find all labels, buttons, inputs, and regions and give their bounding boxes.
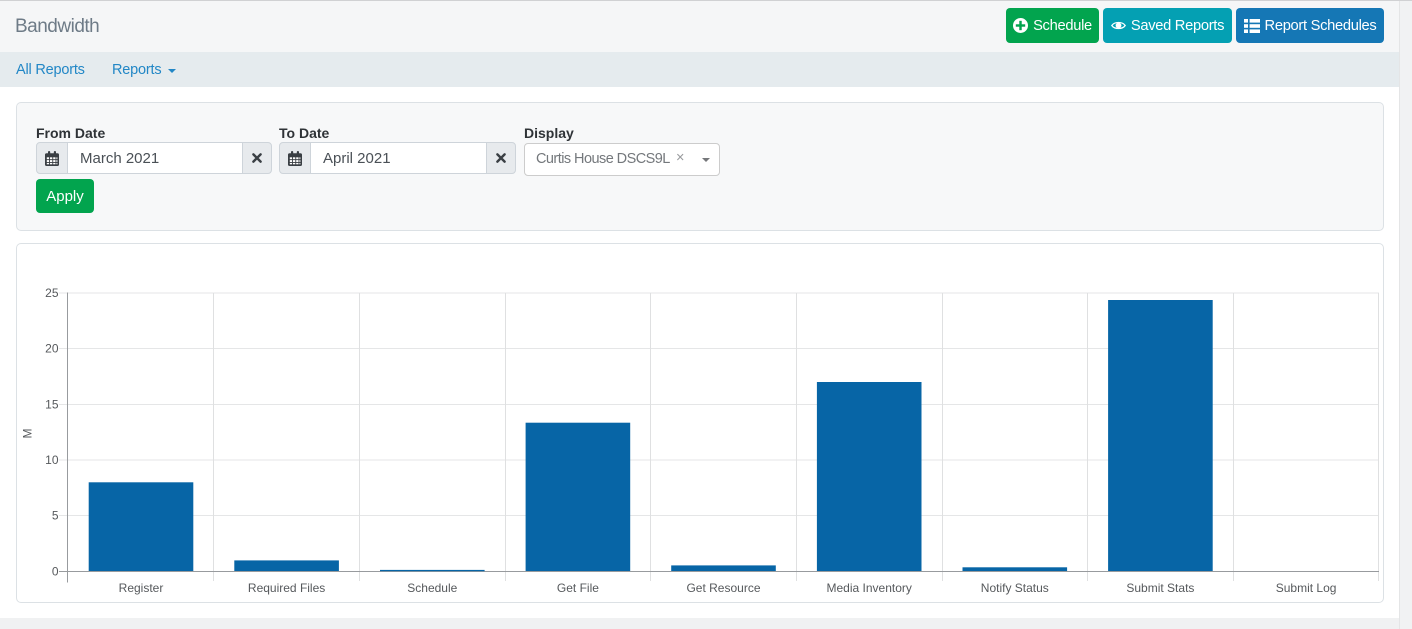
svg-text:Required Files: Required Files <box>248 581 325 595</box>
svg-text:20: 20 <box>45 342 59 356</box>
svg-text:0: 0 <box>52 565 59 579</box>
svg-text:Submit Log: Submit Log <box>1276 581 1337 595</box>
svg-text:10: 10 <box>45 453 59 467</box>
svg-text:Schedule: Schedule <box>407 581 457 595</box>
svg-text:5: 5 <box>52 509 59 523</box>
svg-text:M: M <box>21 429 35 439</box>
svg-text:15: 15 <box>45 398 59 412</box>
svg-text:Register: Register <box>119 581 164 595</box>
svg-text:Get File: Get File <box>557 581 599 595</box>
svg-text:Notify Status: Notify Status <box>981 581 1049 595</box>
svg-text:Get Resource: Get Resource <box>686 581 760 595</box>
svg-text:Media Inventory: Media Inventory <box>827 581 912 595</box>
svg-text:Submit Stats: Submit Stats <box>1126 581 1194 595</box>
svg-text:25: 25 <box>45 286 59 300</box>
